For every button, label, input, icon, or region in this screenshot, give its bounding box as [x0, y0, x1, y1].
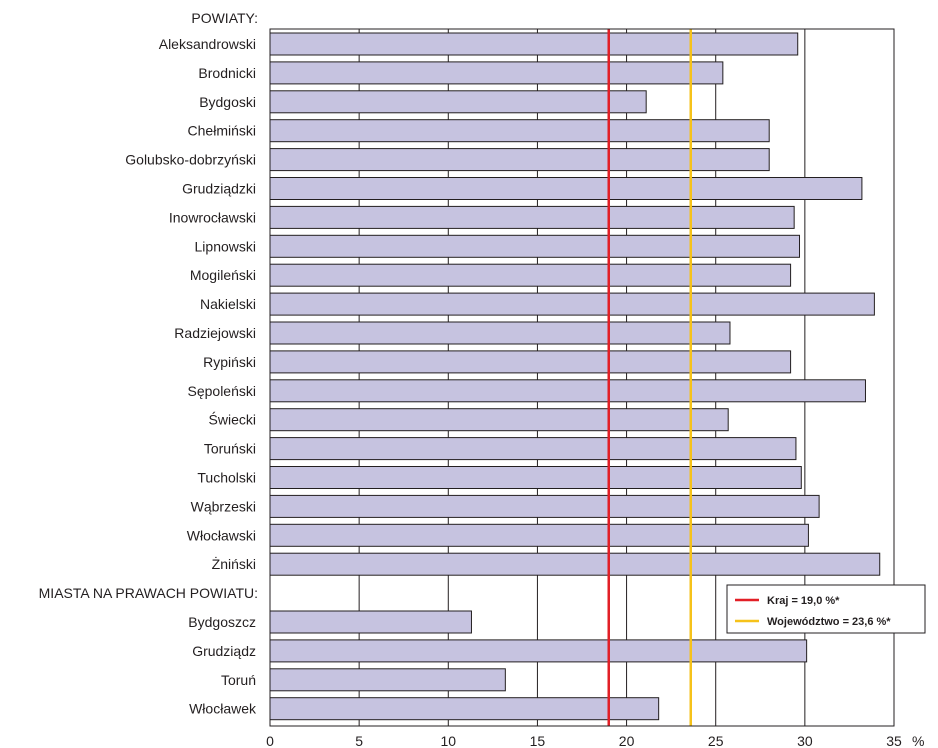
- x-tick-label: 0: [266, 733, 274, 748]
- legend-label: Kraj = 19,0 %*: [767, 595, 840, 607]
- bar: [269, 523, 809, 547]
- category-label: Inowrocławski: [169, 209, 256, 225]
- bar: [269, 437, 797, 461]
- bar: [269, 610, 472, 634]
- bar: [269, 32, 799, 56]
- section-header: POWIATY:: [191, 10, 258, 26]
- x-tick-label: 20: [619, 733, 635, 748]
- category-label: Aleksandrowski: [159, 36, 256, 52]
- bar: [269, 119, 770, 143]
- category-label: Włocławek: [189, 701, 257, 717]
- bar: [269, 697, 660, 721]
- bar: [269, 668, 506, 692]
- bar: [269, 466, 802, 489]
- plot-frame: [269, 28, 895, 727]
- bar: [269, 177, 863, 200]
- bar: [269, 234, 801, 258]
- category-label: Nakielski: [200, 296, 256, 312]
- category-label: Mogileński: [190, 267, 256, 283]
- bar: [269, 552, 881, 576]
- category-label: Chełmiński: [188, 123, 256, 139]
- bar: [269, 494, 820, 518]
- category-labels: POWIATY: Aleksandrowski Brodnicki Bydgoski C…: [39, 10, 258, 717]
- legend-label: Województwo = 23,6 %*: [767, 616, 891, 628]
- x-tick-label: 10: [440, 733, 456, 748]
- category-label: Grudziądzki: [182, 181, 256, 197]
- bar: [269, 350, 792, 374]
- category-label: Toruń: [221, 672, 256, 688]
- x-tick-label: 35: [886, 733, 902, 748]
- category-label: Golubsko-dobrzyński: [125, 152, 256, 168]
- category-label: Rypiński: [203, 354, 256, 370]
- x-tick-labels: 0 5 10 15 20 25 30 35: [266, 733, 902, 748]
- category-label: Lipnowski: [195, 238, 256, 254]
- bar: [269, 408, 729, 432]
- legend-box: [726, 584, 926, 634]
- legend: Kraj = 19,0 %* Województwo = 23,6 %*: [726, 584, 926, 634]
- section-header: MIASTA NA PRAWACH POWIATU:: [39, 585, 258, 601]
- bar: [269, 205, 795, 229]
- category-label: Radziejowski: [174, 325, 256, 341]
- category-label: Bydgoski: [199, 94, 256, 110]
- category-label: Świecki: [209, 411, 256, 428]
- grid-lines: [358, 29, 806, 726]
- bar: [269, 61, 724, 85]
- x-tick-label: 30: [797, 733, 813, 748]
- bar: [269, 263, 792, 287]
- x-unit-label: %: [912, 733, 924, 748]
- category-label: Sępoleński: [188, 383, 257, 399]
- bar: [269, 90, 647, 114]
- category-label: Toruński: [204, 441, 256, 457]
- category-label: Włocławski: [187, 527, 256, 543]
- x-tick-label: 5: [355, 733, 363, 748]
- bar: [269, 639, 808, 663]
- category-label: Żniński: [212, 555, 256, 572]
- bar: [269, 321, 731, 345]
- category-label: Bydgoszcz: [188, 614, 256, 630]
- category-label: Brodnicki: [198, 65, 256, 81]
- x-tick-label: 15: [530, 733, 546, 748]
- reference-lines: [607, 29, 693, 726]
- category-label: Tucholski: [197, 470, 256, 486]
- bar: [269, 148, 770, 172]
- bar: [269, 292, 875, 316]
- x-tick-label: 25: [708, 733, 724, 748]
- category-label: Grudziądz: [192, 643, 256, 659]
- category-label: Wąbrzeski: [191, 498, 256, 514]
- bar: [269, 379, 866, 403]
